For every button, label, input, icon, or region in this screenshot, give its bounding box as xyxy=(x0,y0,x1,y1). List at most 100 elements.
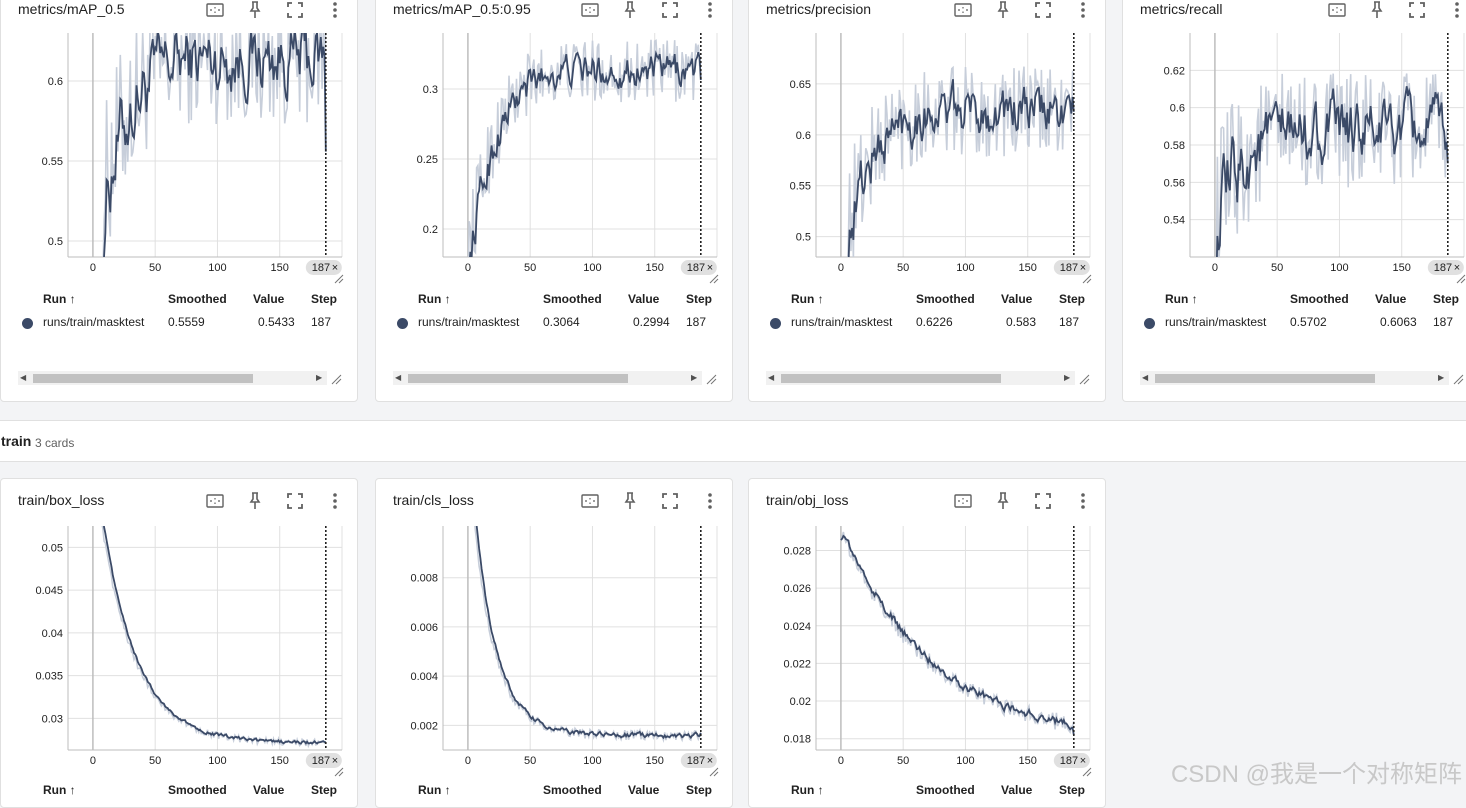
close-icon[interactable]: × xyxy=(1454,262,1460,274)
scroll-left-icon[interactable]: ◀ xyxy=(768,373,775,382)
column-header-run[interactable]: Run ↑ xyxy=(43,783,76,797)
resize-handle-icon[interactable] xyxy=(1456,274,1466,284)
fit-domain-button[interactable] xyxy=(203,0,227,22)
column-header-smoothed[interactable]: Smoothed xyxy=(168,783,227,797)
more-options-button[interactable] xyxy=(323,0,347,22)
scroll-left-icon[interactable]: ◀ xyxy=(20,373,27,382)
fullscreen-button[interactable] xyxy=(283,0,307,22)
column-header-value[interactable]: Value xyxy=(1375,292,1407,306)
column-header-smoothed[interactable]: Smoothed xyxy=(168,292,227,306)
fullscreen-button[interactable] xyxy=(658,0,682,22)
fit-domain-button[interactable] xyxy=(951,0,975,22)
column-header-smoothed[interactable]: Smoothed xyxy=(1290,292,1349,306)
column-header-step[interactable]: Step xyxy=(1059,292,1086,306)
more-options-button[interactable] xyxy=(1071,0,1095,22)
line-chart[interactable]: 0 50 100 150 0.002 0.004 0.006 0.008 187 × xyxy=(376,479,733,779)
pin-button[interactable] xyxy=(1365,0,1389,22)
scroll-right-icon[interactable]: ▶ xyxy=(1438,373,1445,382)
line-chart[interactable]: 0 50 100 150 0.54 0.56 0.58 0.6 0.62 187 × xyxy=(1123,0,1466,287)
resize-handle-icon[interactable] xyxy=(705,373,717,385)
more-options-button[interactable] xyxy=(698,0,722,22)
column-header-value[interactable]: Value xyxy=(253,292,285,306)
fit-domain-button[interactable] xyxy=(578,0,602,22)
resize-handle-icon[interactable] xyxy=(1082,274,1092,284)
resize-handle-icon[interactable] xyxy=(709,767,719,777)
line-chart[interactable]: 0 50 100 150 0.5 0.55 0.6 0.65 187 × xyxy=(749,0,1106,287)
resize-handle-icon[interactable] xyxy=(1078,373,1090,385)
pin-button[interactable] xyxy=(991,0,1015,22)
horizontal-scrollbar[interactable]: ◀ ▶ xyxy=(18,371,327,385)
fit-domain-button[interactable] xyxy=(578,489,602,513)
close-icon[interactable]: × xyxy=(332,262,338,274)
column-header-smoothed[interactable]: Smoothed xyxy=(916,783,975,797)
horizontal-scrollbar[interactable]: ◀ ▶ xyxy=(393,371,702,385)
resize-handle-icon[interactable] xyxy=(709,274,719,284)
fullscreen-button[interactable] xyxy=(283,489,307,513)
column-header-smoothed[interactable]: Smoothed xyxy=(543,783,602,797)
close-icon[interactable]: × xyxy=(332,755,338,767)
sort-ascending-icon: ↑ xyxy=(441,783,451,797)
group-header-train[interactable]: train 3 cards xyxy=(0,420,1466,462)
column-header-run[interactable]: Run ↑ xyxy=(43,292,76,306)
horizontal-scrollbar[interactable]: ◀ ▶ xyxy=(1140,371,1449,385)
fullscreen-button[interactable] xyxy=(1031,0,1055,22)
more-options-button[interactable] xyxy=(323,489,347,513)
fullscreen-button[interactable] xyxy=(658,489,682,513)
line-chart[interactable]: 0 50 100 150 0.03 0.035 0.04 0.045 0.05 187 × xyxy=(1,479,358,779)
column-header-run[interactable]: Run ↑ xyxy=(791,783,824,797)
scrollbar-thumb[interactable] xyxy=(408,374,628,383)
scroll-right-icon[interactable]: ▶ xyxy=(691,373,698,382)
column-header-run[interactable]: Run ↑ xyxy=(791,292,824,306)
resize-handle-icon[interactable] xyxy=(334,767,344,777)
scrollbar-thumb[interactable] xyxy=(33,374,253,383)
resize-handle-icon[interactable] xyxy=(1452,373,1464,385)
scroll-right-icon[interactable]: ▶ xyxy=(1064,373,1071,382)
scroll-left-icon[interactable]: ◀ xyxy=(395,373,402,382)
scrollbar-thumb[interactable] xyxy=(781,374,1001,383)
pin-button[interactable] xyxy=(991,489,1015,513)
pin-button[interactable] xyxy=(618,0,642,22)
scroll-left-icon[interactable]: ◀ xyxy=(1142,373,1149,382)
close-icon[interactable]: × xyxy=(707,262,713,274)
horizontal-scrollbar[interactable]: ◀ ▶ xyxy=(766,371,1075,385)
more-options-button[interactable] xyxy=(1071,489,1095,513)
column-header-smoothed[interactable]: Smoothed xyxy=(543,292,602,306)
line-chart[interactable]: 0 50 100 150 0.2 0.25 0.3 187 × xyxy=(376,0,733,287)
column-header-run[interactable]: Run ↑ xyxy=(418,292,451,306)
resize-handle-icon[interactable] xyxy=(334,274,344,284)
pin-button[interactable] xyxy=(243,0,267,22)
watermark: CSDN @我是一个对称矩阵 xyxy=(1170,761,1462,788)
scroll-right-icon[interactable]: ▶ xyxy=(316,373,323,382)
column-header-step[interactable]: Step xyxy=(686,783,713,797)
close-icon[interactable]: × xyxy=(707,755,713,767)
fit-domain-button[interactable] xyxy=(951,489,975,513)
pin-button[interactable] xyxy=(618,489,642,513)
column-header-step[interactable]: Step xyxy=(311,783,338,797)
more-options-button[interactable] xyxy=(1445,0,1466,22)
scrollbar-thumb[interactable] xyxy=(1155,374,1375,383)
line-chart[interactable]: 0 50 100 150 0.018 0.02 0.022 0.024 0.026 0.028 18… xyxy=(749,479,1106,779)
line-chart[interactable]: 0 50 100 150 0.5 0.55 0.6 187 × xyxy=(1,0,358,287)
close-icon[interactable]: × xyxy=(1080,262,1086,274)
fit-domain-button[interactable] xyxy=(1325,0,1349,22)
close-icon[interactable]: × xyxy=(1080,755,1086,767)
fullscreen-button[interactable] xyxy=(1405,0,1429,22)
column-header-step[interactable]: Step xyxy=(686,292,713,306)
resize-handle-icon[interactable] xyxy=(1082,767,1092,777)
column-header-value[interactable]: Value xyxy=(628,292,660,306)
column-header-step[interactable]: Step xyxy=(1059,783,1086,797)
column-header-value[interactable]: Value xyxy=(628,783,660,797)
column-header-run[interactable]: Run ↑ xyxy=(418,783,451,797)
column-header-run[interactable]: Run ↑ xyxy=(1165,292,1198,306)
fullscreen-button[interactable] xyxy=(1031,489,1055,513)
column-header-value[interactable]: Value xyxy=(253,783,285,797)
column-header-step[interactable]: Step xyxy=(311,292,338,306)
column-header-smoothed[interactable]: Smoothed xyxy=(916,292,975,306)
column-header-value[interactable]: Value xyxy=(1001,292,1033,306)
fit-domain-button[interactable] xyxy=(203,489,227,513)
column-header-value[interactable]: Value xyxy=(1001,783,1033,797)
pin-button[interactable] xyxy=(243,489,267,513)
column-header-step[interactable]: Step xyxy=(1433,292,1460,306)
more-options-button[interactable] xyxy=(698,489,722,513)
resize-handle-icon[interactable] xyxy=(330,373,342,385)
